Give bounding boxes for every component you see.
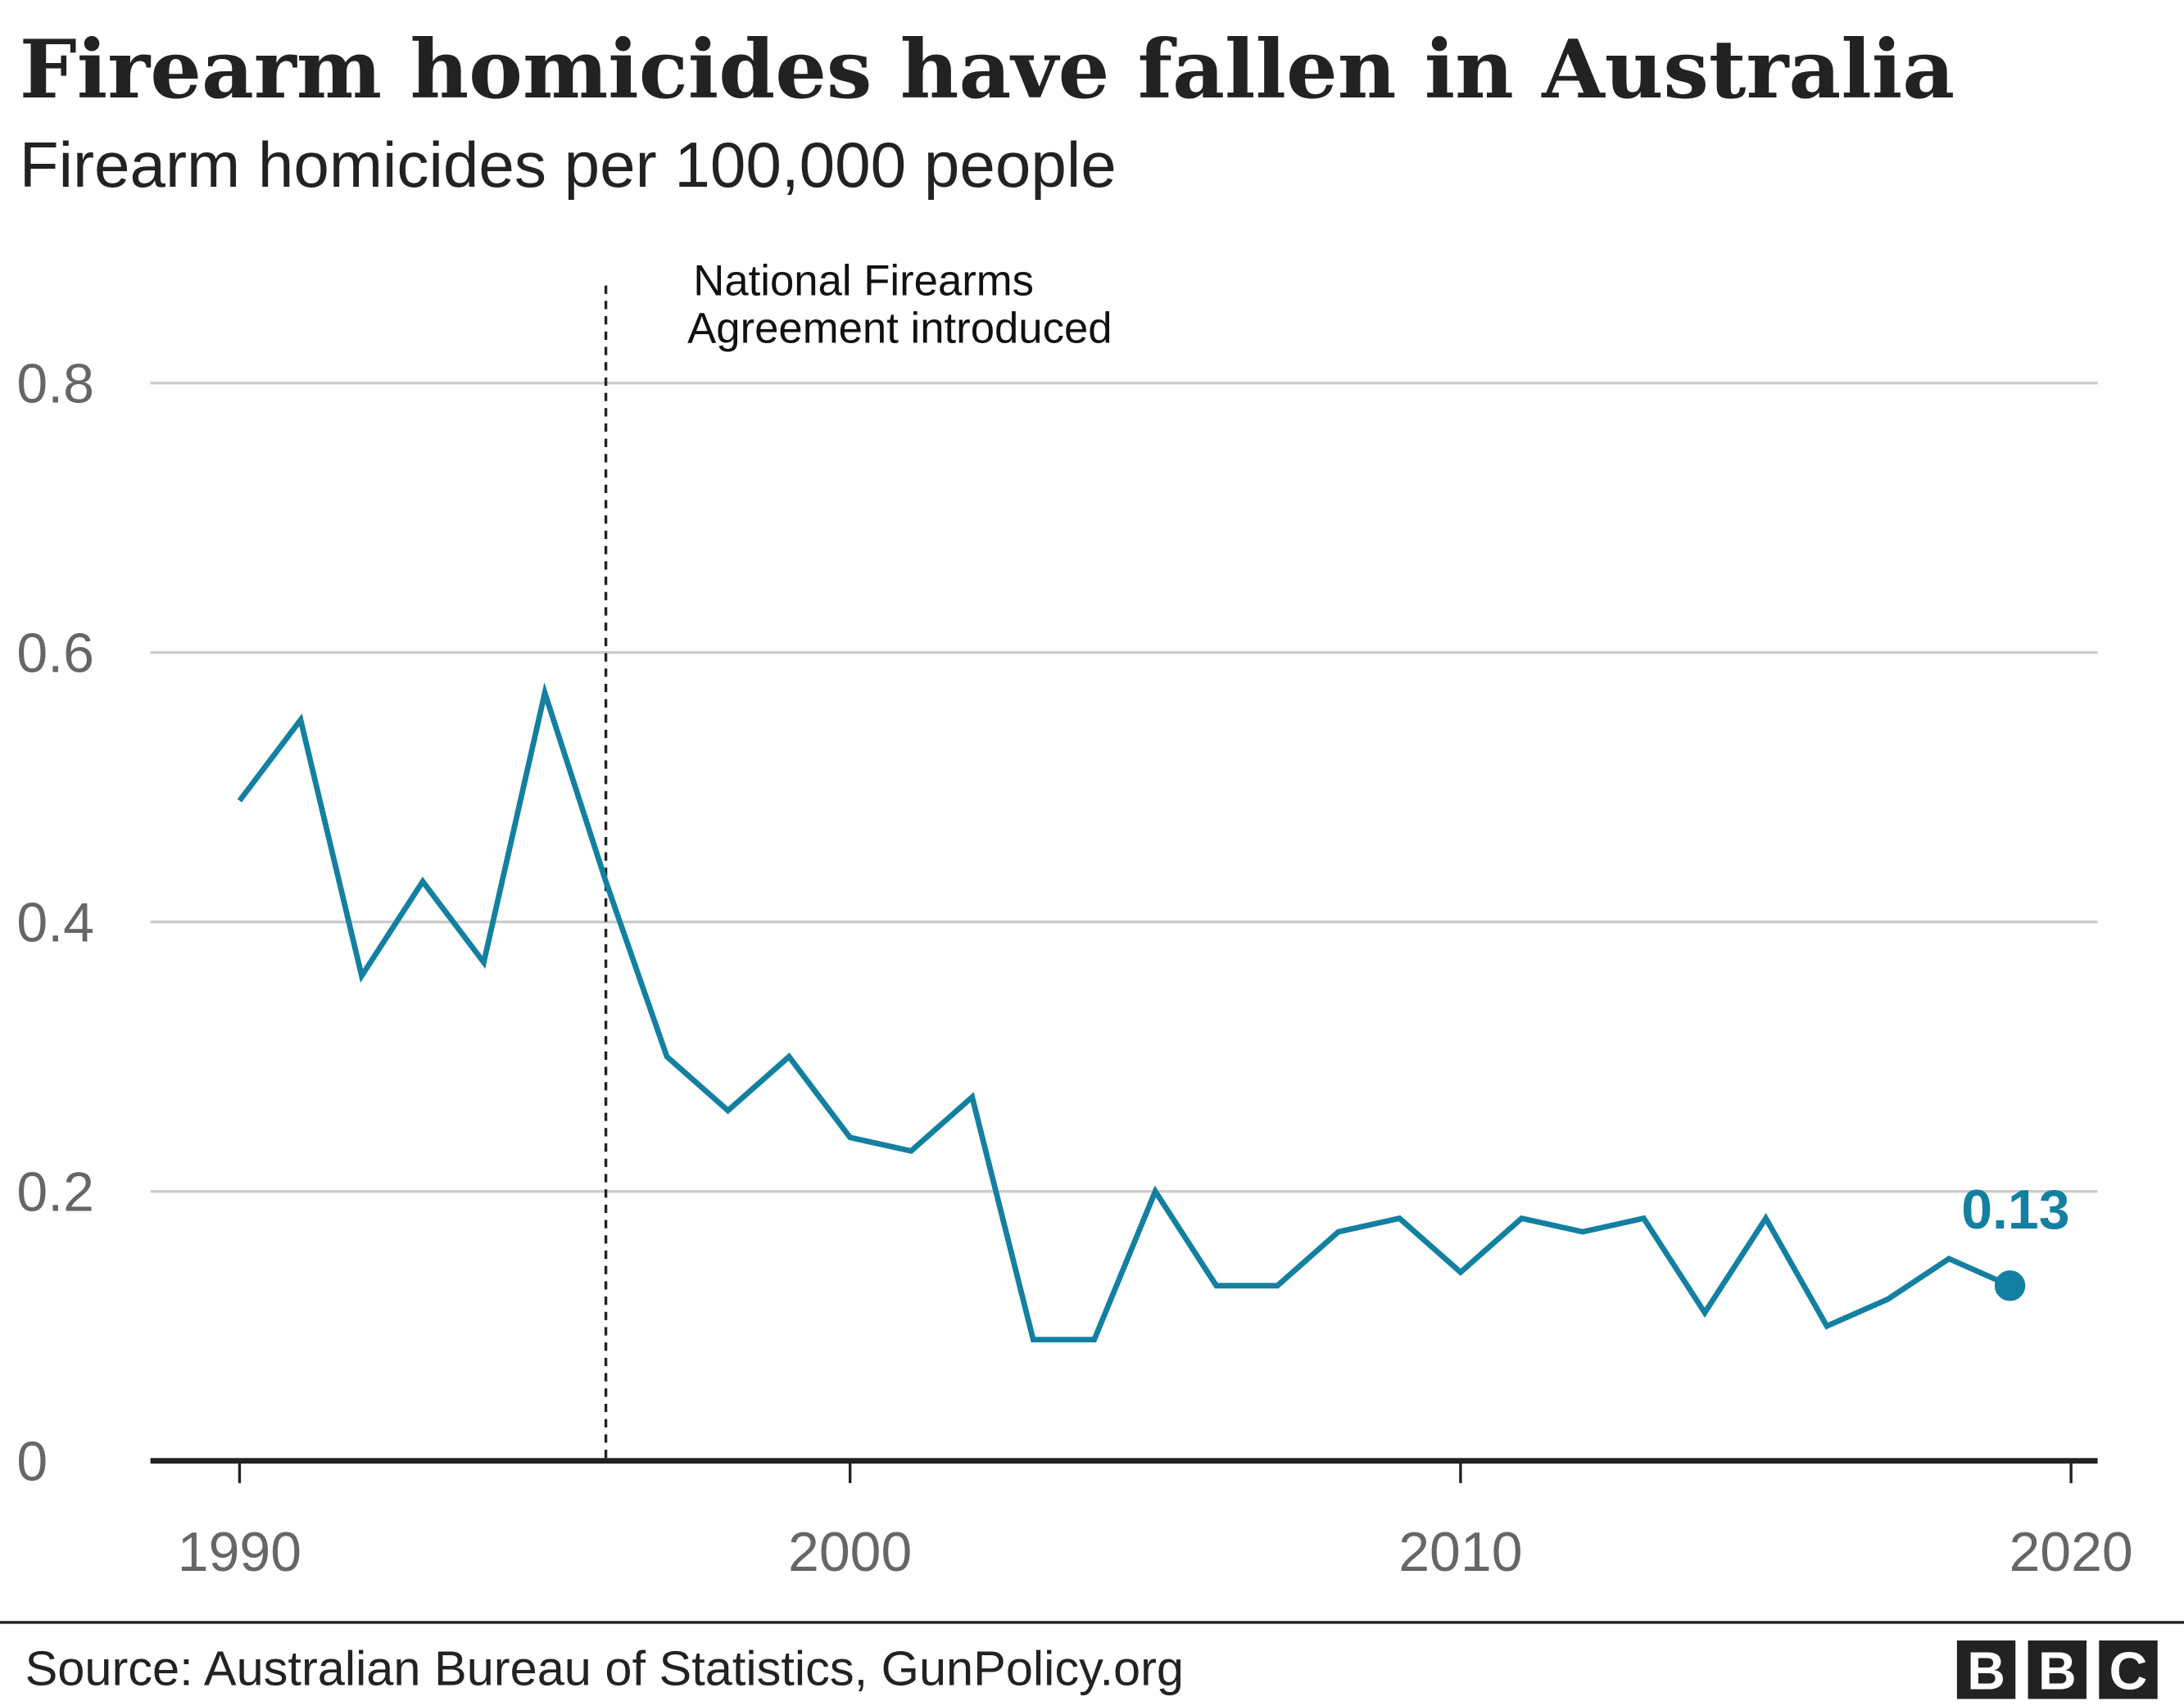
y-tick-label: 0.6 <box>16 622 94 684</box>
bbc-logo: B B C <box>1956 1640 2158 1701</box>
gridlines <box>150 381 2098 1193</box>
x-axis: 1990 2000 2010 2020 <box>150 1458 2133 1583</box>
y-tick-label: 0 <box>16 1430 48 1492</box>
end-point-marker <box>1994 1270 2026 1301</box>
annotation-text-line-2: Agreement introduced <box>687 304 1112 352</box>
chart-subtitle: Firearm homicides per 100,000 people <box>20 129 1117 201</box>
x-tick-label: 2000 <box>788 1521 912 1583</box>
svg-text:C: C <box>2109 1642 2148 1701</box>
series <box>237 682 2026 1343</box>
y-tick-label: 0.8 <box>16 352 94 414</box>
y-axis: 0 0.2 0.4 0.6 0.8 <box>16 352 94 1492</box>
end-value-label: 0.13 <box>1961 1179 2069 1241</box>
x-tick-label: 2020 <box>2009 1521 2132 1583</box>
y-tick-label: 0.4 <box>16 891 94 953</box>
series-line <box>237 682 2011 1343</box>
svg-text:B: B <box>2038 1642 2077 1701</box>
y-tick-label: 0.2 <box>16 1161 94 1223</box>
x-tick-label: 1990 <box>178 1521 301 1583</box>
chart-title: Firearm homicides have fallen in Austral… <box>20 22 1955 117</box>
x-tick-label: 2010 <box>1398 1521 1522 1583</box>
svg-text:B: B <box>1967 1642 2005 1701</box>
annotation-text-line-1: National Firearms <box>693 257 1034 305</box>
source-text: Source: Australian Bureau of Statistics,… <box>25 1640 1184 1695</box>
